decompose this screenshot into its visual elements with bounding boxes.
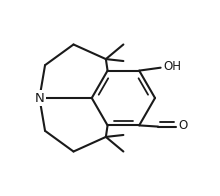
Text: N: N (35, 92, 44, 104)
Text: O: O (178, 119, 187, 132)
Text: OH: OH (163, 60, 181, 73)
